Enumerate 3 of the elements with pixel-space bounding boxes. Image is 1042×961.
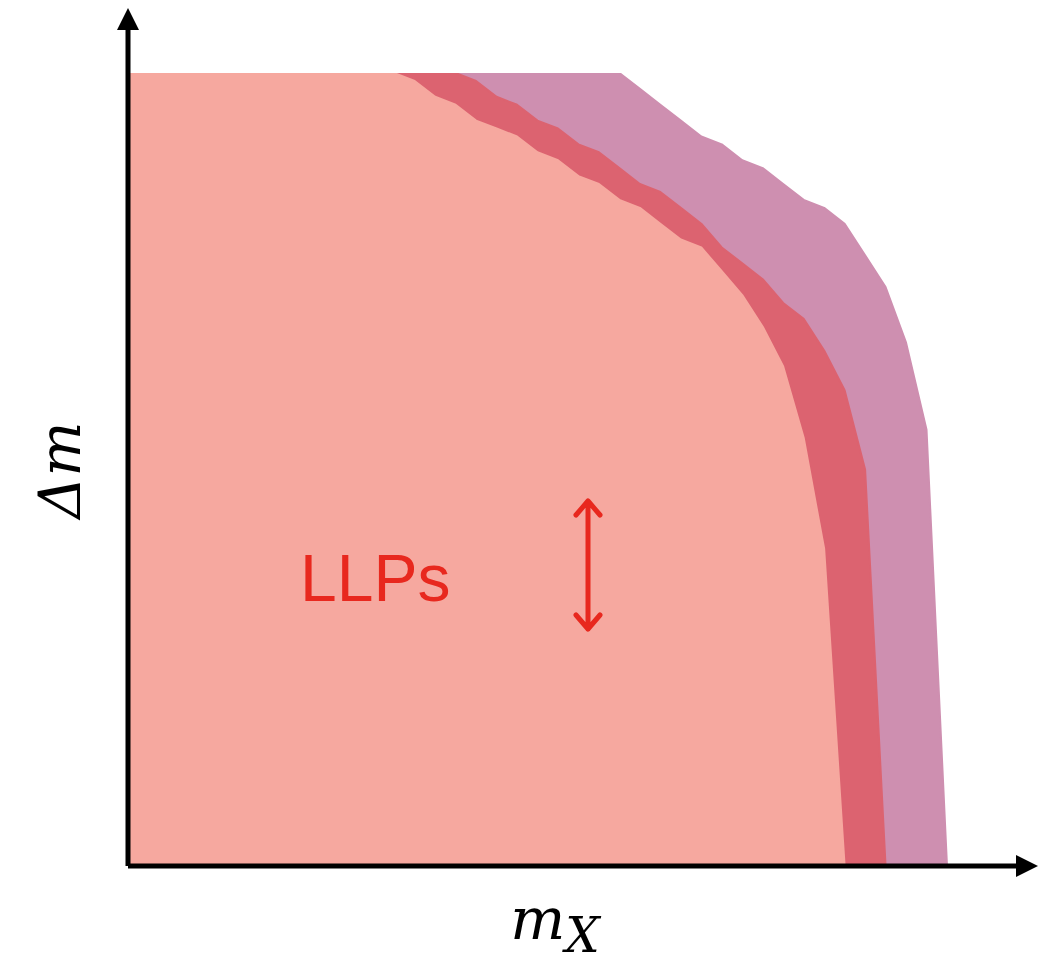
x-axis-title: m$_{X}$ bbox=[509, 885, 603, 961]
y-axis-title: Δm bbox=[26, 421, 94, 519]
annotation: LLPs bbox=[300, 540, 451, 616]
